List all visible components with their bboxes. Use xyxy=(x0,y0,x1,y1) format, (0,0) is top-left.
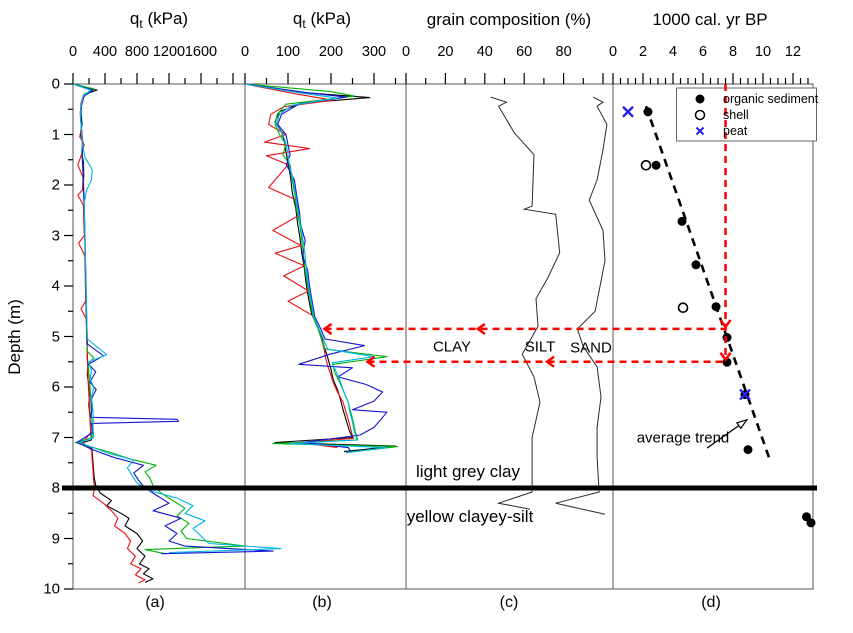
panel-b-trace-cpt-cyan xyxy=(244,83,388,454)
axis-c-tick-label: 60 xyxy=(516,44,533,60)
depth-tick-label: 10 xyxy=(43,580,60,598)
depth-axis-title: Depth (m) xyxy=(5,299,24,375)
panel-a-title: qt (kPa) xyxy=(130,9,188,31)
qt-symbol: q xyxy=(292,8,303,28)
data-point-organic-sediment xyxy=(651,160,661,170)
legend-marker-filled-circle-icon xyxy=(695,94,705,104)
depth-tick-label: 0 xyxy=(51,75,60,93)
panel-b-trace-cpt-green xyxy=(244,83,399,454)
data-point-organic-sediment xyxy=(711,302,721,312)
lithology-label-light-grey-clay: light grey clay xyxy=(416,462,520,481)
depth-tick-label: 9 xyxy=(51,530,60,547)
zone-label-sand: SAND xyxy=(570,339,612,357)
red-arrowhead-left-icon xyxy=(544,355,555,368)
axis-b-tick-label: 100 xyxy=(275,44,301,60)
legend-marker-x-icon xyxy=(695,126,705,136)
panel-c-label: (c) xyxy=(499,594,519,611)
average-trend-label: average trend xyxy=(636,429,730,447)
panel-c-title: grain composition (%) xyxy=(426,10,592,29)
panel-d-title: 1000 cal. yr BP xyxy=(652,10,768,29)
axis-c-tick-label: 40 xyxy=(476,44,493,60)
axis-a-tick-label: 0 xyxy=(68,44,78,60)
axis-d-tick-label: 10 xyxy=(754,44,772,60)
red-arrowhead-left-icon xyxy=(365,355,376,368)
panel-d-label: (d) xyxy=(701,594,721,611)
panel-b-title: qt (kPa) xyxy=(293,9,351,31)
axis-a-tick-label: 400 xyxy=(92,44,118,60)
axis-d-tick-label: 12 xyxy=(784,44,802,60)
data-point-peat xyxy=(739,388,751,401)
panel-a-label: (a) xyxy=(145,594,165,611)
qt-subscript: t xyxy=(139,17,143,32)
panel-b-label: (b) xyxy=(312,594,332,611)
axis-d-tick-label: 2 xyxy=(638,44,648,60)
average-trend-line xyxy=(644,105,772,463)
data-point-organic-sediment xyxy=(722,333,732,343)
grain-curve-silt-sand-boundary xyxy=(555,96,608,515)
qt-unit: (kPa) xyxy=(305,8,352,28)
average-trend-arrowhead-icon xyxy=(735,418,749,430)
grain-curve-clay-silt-boundary xyxy=(490,96,561,510)
panel-a-trace-cpt-cyan xyxy=(72,83,282,554)
depth-tick-label: 7 xyxy=(51,429,60,446)
axis-b-tick-label: 300 xyxy=(361,44,387,60)
legend-label-shell: shell xyxy=(723,108,749,122)
zone-label-silt: SILT xyxy=(524,338,556,356)
red-arrowhead-left-icon xyxy=(322,322,333,335)
axis-c-tick-label: 20 xyxy=(437,44,454,60)
depth-tick-label: 3 xyxy=(51,227,60,244)
legend-label-organic-sediment: organic sediment xyxy=(723,92,819,106)
axis-c-tick-label: 80 xyxy=(555,44,572,60)
axis-b-tick-label: 0 xyxy=(240,44,250,60)
average-trend-arrow xyxy=(706,425,740,449)
axis-d-tick-label: 8 xyxy=(728,44,738,60)
axis-a-tick-label: 1200 xyxy=(152,44,186,60)
depth-tick-label: 8 xyxy=(51,479,60,497)
axis-c-tick-label: 0 xyxy=(401,44,411,60)
data-point-shell xyxy=(677,302,689,314)
data-point-organic-sediment xyxy=(643,107,653,117)
depth-tick-label: 1 xyxy=(51,126,60,143)
data-point-organic-sediment xyxy=(691,260,701,270)
data-point-shell xyxy=(640,160,652,171)
legend-marker-open-circle-icon xyxy=(694,109,706,121)
depth-tick-label: 4 xyxy=(51,277,60,295)
data-point-organic-sediment xyxy=(677,216,687,226)
axis-d-tick-label: 6 xyxy=(698,44,708,60)
data-point-organic-sediment xyxy=(806,518,816,528)
data-point-peat xyxy=(622,105,634,118)
panel-a-trace-cpt-red xyxy=(72,83,146,584)
axis-d-tick-label: 0 xyxy=(608,44,618,60)
qt-unit: (kPa) xyxy=(142,8,189,28)
axis-a-tick-label: 800 xyxy=(124,44,150,60)
data-point-organic-sediment xyxy=(743,445,753,455)
red-arrowhead-left-icon xyxy=(475,322,486,335)
depth-tick-label: 5 xyxy=(51,328,60,345)
qt-symbol: q xyxy=(129,8,140,28)
qt-subscript: t xyxy=(302,17,306,32)
legend-label-peat: peat xyxy=(723,124,748,138)
panel-b-trace-cpt-red xyxy=(244,83,354,449)
lithology-label-yellow-clayey-silt: yellow clayey-silt xyxy=(406,507,534,526)
axis-a-tick-label: 1600 xyxy=(184,44,218,60)
zone-label-clay: CLAY xyxy=(432,338,472,356)
axis-d-tick-label: 4 xyxy=(668,44,678,60)
depth-tick-label: 2 xyxy=(51,176,60,194)
depth-tick-label: 6 xyxy=(51,378,60,396)
panel-b-trace-cpt-blue xyxy=(244,83,388,453)
red-arrowhead-down-icon xyxy=(719,352,732,362)
axis-b-tick-label: 200 xyxy=(318,44,344,60)
